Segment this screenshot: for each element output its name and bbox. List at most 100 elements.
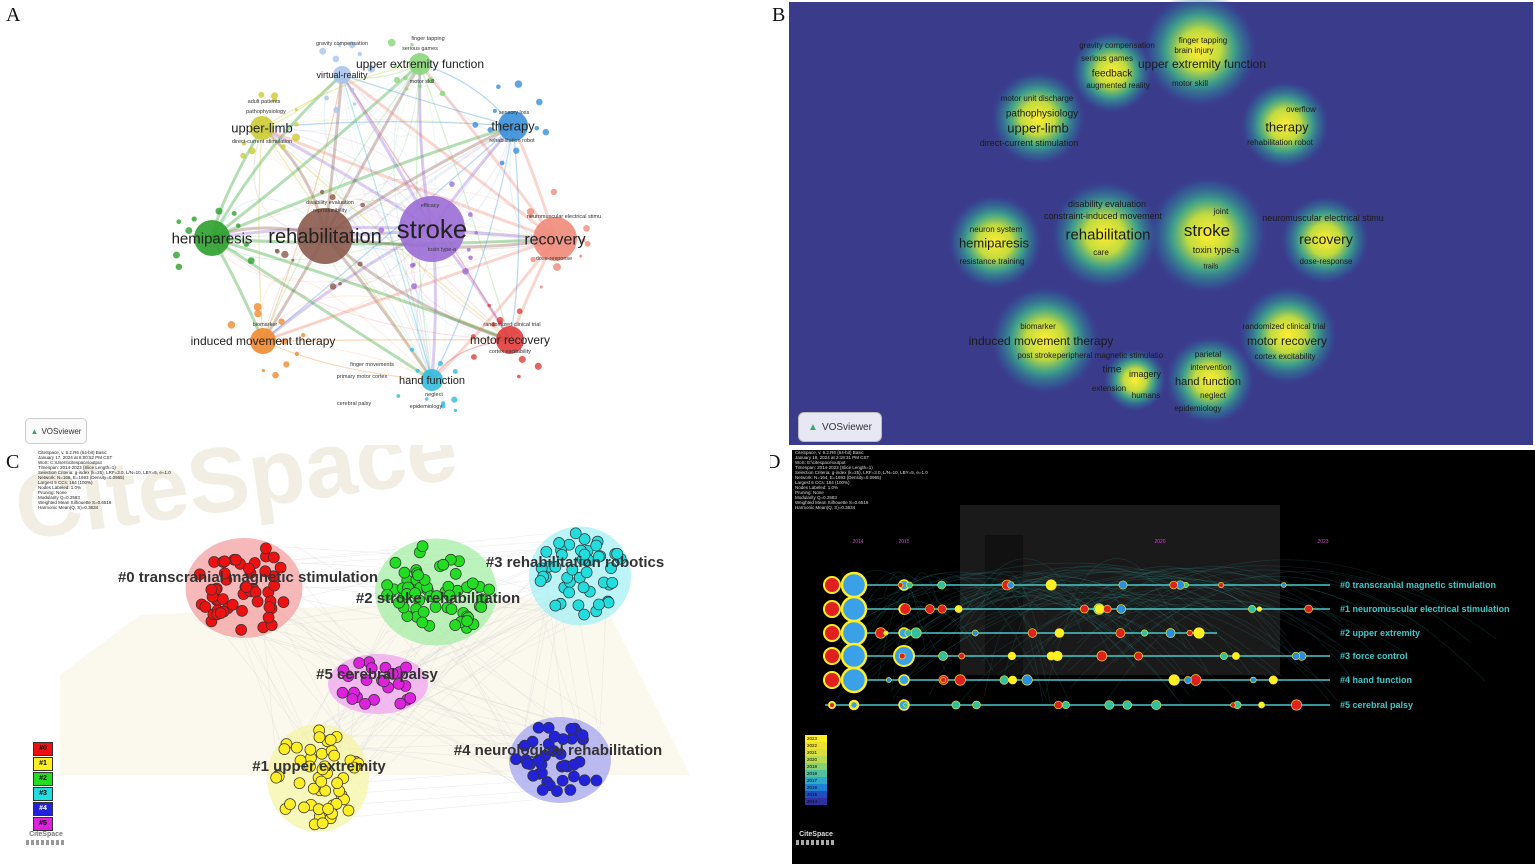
timeline-node[interactable]	[940, 677, 947, 683]
cluster-node[interactable]	[578, 533, 591, 546]
cluster-node[interactable]	[564, 784, 577, 796]
cluster-node[interactable]	[576, 729, 589, 742]
timeline-node[interactable]	[1248, 605, 1257, 613]
timeline-node[interactable]	[1220, 652, 1228, 660]
timeline-node[interactable]	[883, 630, 889, 636]
cluster-node[interactable]	[565, 722, 578, 735]
timeline-node[interactable]	[1094, 604, 1104, 614]
cluster-node[interactable]	[611, 547, 624, 560]
timeline-node[interactable]	[1151, 699, 1162, 711]
cluster-node[interactable]	[337, 664, 350, 677]
cluster-node[interactable]	[294, 754, 307, 767]
cluster-node[interactable]	[580, 566, 593, 579]
timeline-node[interactable]	[1134, 651, 1143, 661]
cluster-node[interactable]	[392, 678, 405, 690]
timeline-node[interactable]	[1061, 700, 1070, 710]
timeline-node[interactable]	[954, 605, 963, 613]
cluster-node[interactable]	[353, 657, 365, 669]
cluster-node[interactable]	[262, 611, 275, 624]
cluster-node[interactable]	[226, 598, 239, 611]
cluster-node[interactable]	[578, 548, 591, 561]
cluster-node[interactable]	[316, 817, 329, 830]
timeline-node[interactable]	[848, 699, 860, 711]
cluster-node[interactable]	[557, 733, 569, 745]
timeline-node[interactable]	[1054, 628, 1065, 638]
timeline-node[interactable]	[840, 571, 868, 599]
timeline-node[interactable]	[1256, 606, 1263, 612]
cluster-node[interactable]	[577, 581, 590, 594]
timeline-node[interactable]	[1291, 651, 1300, 661]
cluster-node[interactable]	[236, 605, 248, 617]
cluster-node[interactable]	[259, 565, 272, 578]
cluster-node[interactable]	[568, 758, 580, 771]
cluster-node[interactable]	[578, 774, 591, 787]
timeline-node[interactable]	[1096, 650, 1108, 662]
timeline-node[interactable]	[1045, 579, 1057, 591]
cluster-node[interactable]	[568, 770, 580, 783]
cluster-node[interactable]	[404, 692, 417, 704]
cluster-node[interactable]	[532, 754, 545, 766]
timeline-node[interactable]	[1230, 702, 1236, 708]
timeline-node[interactable]	[1103, 604, 1112, 614]
keyword-node[interactable]	[533, 217, 577, 261]
timeline-node[interactable]	[1190, 674, 1202, 686]
cluster-node[interactable]	[381, 579, 393, 592]
timeline-node[interactable]	[1218, 582, 1225, 588]
timeline-node[interactable]	[954, 674, 966, 686]
cluster-node[interactable]	[556, 774, 569, 787]
cluster-node[interactable]	[416, 616, 429, 629]
cluster-node[interactable]	[263, 601, 276, 613]
timeline-node[interactable]	[840, 595, 868, 623]
keyword-node[interactable]	[496, 326, 524, 354]
cluster-node[interactable]	[542, 721, 555, 734]
cluster-node[interactable]	[556, 549, 568, 561]
timeline-node[interactable]	[937, 604, 947, 614]
cluster-node[interactable]	[277, 596, 290, 608]
cluster-node[interactable]	[532, 721, 545, 734]
timeline-node[interactable]	[885, 677, 892, 683]
keyword-node[interactable]	[409, 53, 431, 75]
cluster-node[interactable]	[290, 741, 303, 754]
timeline-node[interactable]	[898, 674, 910, 686]
keyword-node[interactable]	[498, 111, 528, 141]
timeline-node[interactable]	[1250, 676, 1257, 684]
cluster-node[interactable]	[316, 763, 329, 776]
cluster-node[interactable]	[346, 693, 359, 705]
cluster-node[interactable]	[443, 589, 456, 602]
cluster-node[interactable]	[398, 566, 411, 579]
cluster-node[interactable]	[260, 542, 272, 555]
cluster-node[interactable]	[313, 731, 326, 744]
timeline-node[interactable]	[958, 652, 965, 660]
cluster-node[interactable]	[268, 551, 280, 564]
timeline-node[interactable]	[823, 647, 841, 665]
keyword-node[interactable]	[399, 196, 465, 262]
timeline-node[interactable]	[1007, 651, 1017, 661]
timeline-node[interactable]	[925, 604, 935, 614]
cluster-node[interactable]	[400, 661, 412, 674]
timeline-node[interactable]	[1118, 580, 1128, 590]
cluster-node[interactable]	[304, 743, 317, 756]
keyword-node[interactable]	[250, 116, 274, 140]
timeline-node[interactable]	[1008, 675, 1018, 685]
timeline-node[interactable]	[897, 582, 904, 588]
timeline-node[interactable]	[1007, 581, 1015, 589]
cluster-node[interactable]	[461, 615, 473, 627]
timeline-node[interactable]	[1122, 700, 1132, 710]
cluster-node[interactable]	[553, 537, 565, 549]
cluster-node[interactable]	[270, 771, 283, 784]
timeline-node[interactable]	[1116, 604, 1126, 614]
cluster-node[interactable]	[217, 593, 229, 605]
cluster-node[interactable]	[331, 777, 344, 789]
cluster-node[interactable]	[307, 782, 320, 795]
cluster-node[interactable]	[274, 561, 287, 574]
cluster-node[interactable]	[218, 567, 231, 580]
cluster-node[interactable]	[386, 668, 399, 680]
cluster-node[interactable]	[534, 575, 547, 587]
cluster-node[interactable]	[409, 587, 421, 600]
timeline-node[interactable]	[910, 627, 922, 639]
keyword-node[interactable]	[250, 328, 276, 354]
cluster-node[interactable]	[593, 598, 605, 611]
cluster-node[interactable]	[315, 775, 328, 788]
keyword-node[interactable]	[333, 66, 351, 84]
cluster-node[interactable]	[569, 527, 582, 540]
